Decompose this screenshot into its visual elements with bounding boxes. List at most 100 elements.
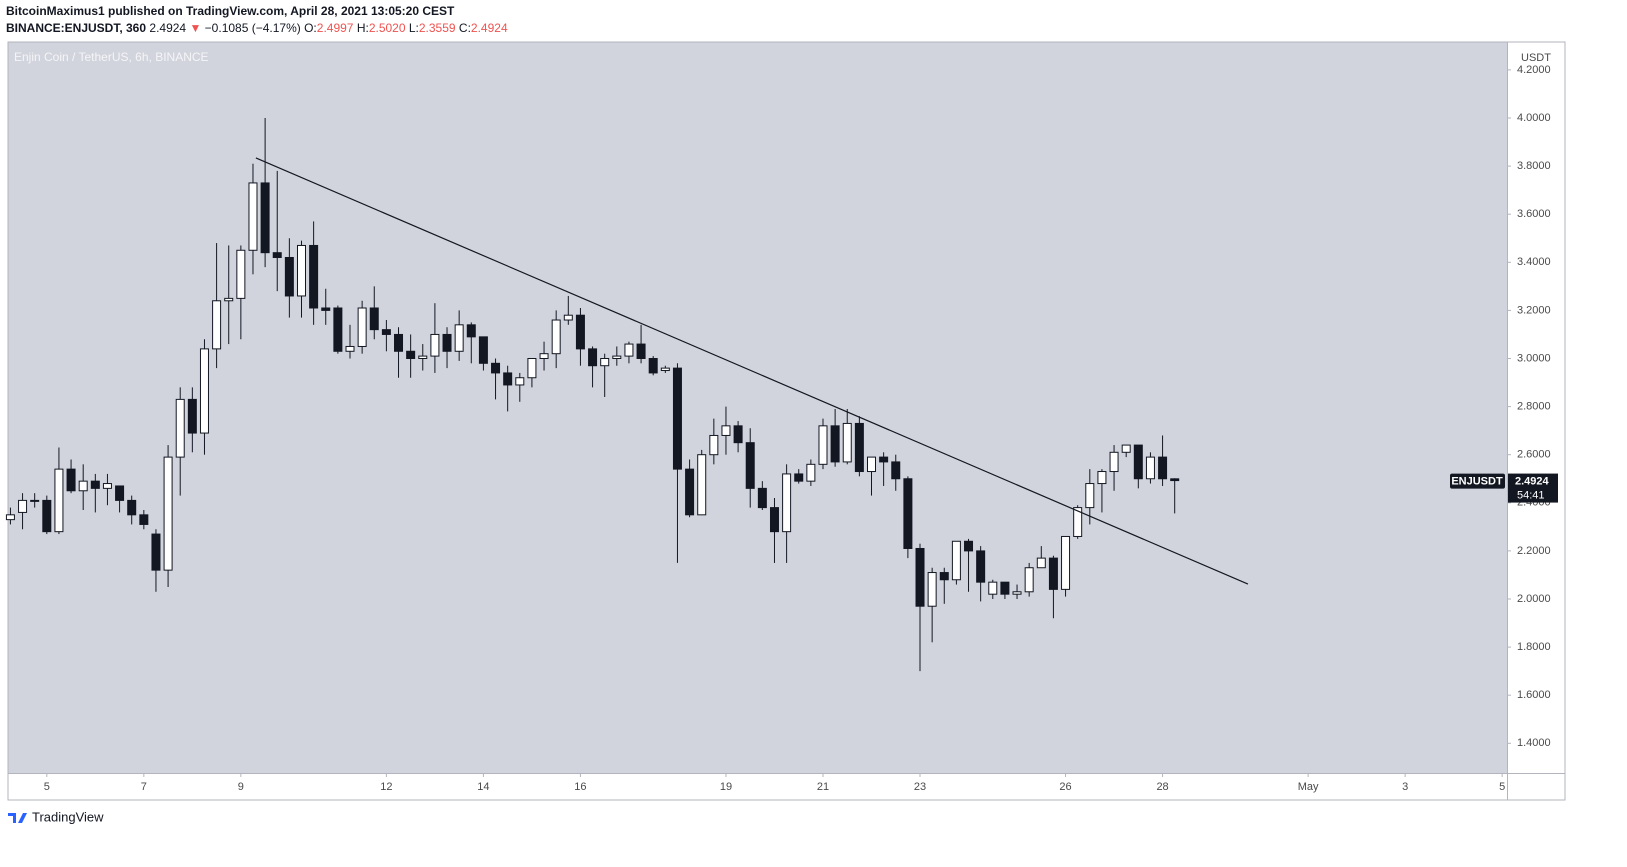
candle-body: [491, 362, 501, 374]
y-tick-label: 1.6000: [1517, 689, 1551, 701]
candle-body: [466, 324, 476, 338]
ohlc-c-label: C:: [459, 21, 471, 35]
candle-body: [794, 473, 804, 482]
change: −0.1085 (−4.17%): [205, 21, 301, 35]
candle-body: [224, 297, 234, 302]
published-line: BitcoinMaximus1 published on TradingView…: [6, 4, 455, 18]
candle-body: [175, 398, 185, 458]
candle-body: [721, 425, 731, 436]
candle-body: [163, 456, 173, 571]
y-tick-label: 2.6000: [1517, 449, 1551, 461]
candle-body: [660, 367, 670, 372]
candle-body: [260, 182, 270, 254]
candle-body: [515, 377, 525, 386]
candle-body: [90, 480, 100, 489]
candle-body: [539, 353, 549, 359]
candle-body: [357, 307, 367, 347]
symbol-tag-bg: [1450, 473, 1505, 489]
candle-body: [830, 425, 840, 463]
candle-body: [551, 319, 561, 355]
candle-body: [624, 343, 634, 357]
candle-body: [782, 473, 792, 533]
candle-body: [430, 333, 440, 357]
candle-body: [1036, 557, 1046, 569]
y-tick-label: 4.0000: [1517, 112, 1551, 124]
x-tick-label: May: [1298, 781, 1319, 793]
candle-body: [745, 442, 755, 489]
candle-body: [115, 485, 125, 501]
footer-brand: TradingView: [32, 809, 104, 824]
candle-body: [866, 456, 877, 473]
candle-body: [321, 307, 331, 311]
symbol: BINANCE:ENJUSDT, 360: [6, 21, 146, 35]
candle-body: [127, 499, 137, 516]
candle-body: [685, 468, 695, 516]
candle-body: [1024, 567, 1034, 593]
x-tick-label: 5: [44, 781, 50, 793]
x-tick-label: 21: [817, 781, 829, 793]
y-tick-label: 3.8000: [1517, 160, 1551, 172]
candle-body: [600, 357, 610, 367]
candle-body: [709, 434, 719, 456]
candle-body: [891, 461, 901, 480]
candle-body: [66, 468, 76, 492]
x-tick-label: 26: [1059, 781, 1071, 793]
candle-body: [272, 252, 282, 258]
candle-body: [1085, 483, 1095, 509]
candle-body: [54, 468, 64, 533]
chart-title: Enjin Coin / TetherUS, 6h, BINANCE: [14, 50, 209, 64]
candle-body: [248, 182, 258, 251]
y-tick-label: 4.2000: [1517, 64, 1551, 76]
price: 2.4924: [149, 21, 186, 35]
candle-body: [976, 550, 986, 583]
candle-body: [527, 357, 537, 379]
candle-body: [296, 244, 306, 297]
candle-body: [575, 314, 585, 350]
candle-body: [151, 533, 161, 571]
candle-body: [199, 348, 209, 434]
candle-body: [733, 425, 743, 444]
candle-body: [503, 372, 513, 386]
frame: [7, 41, 1566, 801]
trend-line: [255, 157, 1249, 585]
published: BitcoinMaximus1 published on TradingView…: [6, 4, 455, 18]
candle-body: [1158, 456, 1168, 480]
candle-body: [1109, 451, 1119, 473]
y-tick-label: 2.0000: [1517, 593, 1551, 605]
y-tick-label: 3.4000: [1517, 256, 1551, 268]
candle-body: [636, 343, 646, 359]
candle-body: [1145, 456, 1155, 480]
candle-body: [697, 454, 707, 516]
candle-body: [927, 572, 937, 607]
ohlc-l: 2.3559: [419, 21, 456, 35]
x-tick-label: 16: [574, 781, 586, 793]
candle-body: [478, 336, 488, 364]
candle-body: [1097, 471, 1107, 485]
candle-body: [854, 422, 864, 473]
candle-body: [369, 307, 379, 331]
y-tick-label: 3.0000: [1517, 352, 1551, 364]
candle-body: [442, 333, 452, 352]
candle-body: [951, 540, 961, 581]
candle-body: [769, 507, 779, 533]
candle-body: [345, 345, 355, 352]
y-axis-label: USDT: [1521, 52, 1551, 64]
symbol-tag: ENJUSDT: [1451, 475, 1503, 487]
ohlc-h: 2.5020: [369, 21, 406, 35]
candle-body: [1073, 507, 1083, 537]
candle-body: [1048, 557, 1058, 590]
x-tick-label: 12: [380, 781, 392, 793]
candle-body: [588, 348, 598, 367]
candle-body: [333, 307, 343, 352]
candle-body: [236, 249, 246, 299]
candle-body: [563, 314, 573, 321]
tradingview-logo: [8, 813, 27, 823]
candle-body: [381, 329, 391, 335]
y-tick-label: 2.8000: [1517, 401, 1551, 413]
candle-body: [394, 333, 404, 352]
x-tick-label: 9: [238, 781, 244, 793]
countdown: 54:41: [1517, 489, 1545, 501]
x-tick-label: 19: [720, 781, 732, 793]
